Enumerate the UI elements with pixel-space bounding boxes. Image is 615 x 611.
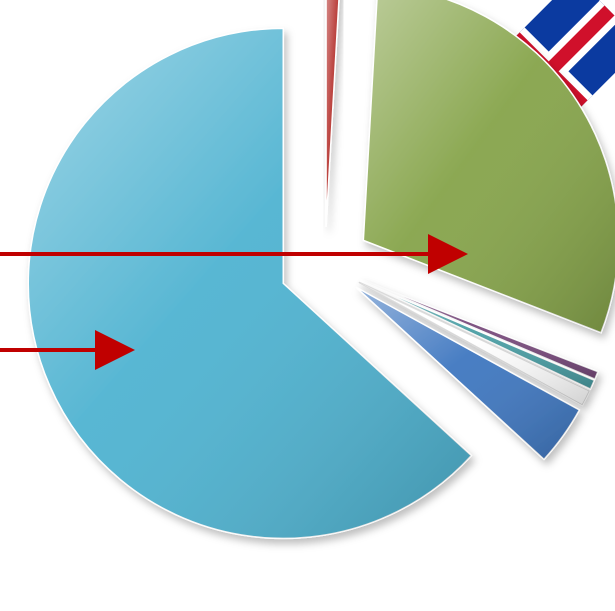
cyan-slice-gloss — [28, 28, 472, 539]
blue-slice — [355, 286, 581, 461]
green-slice-gloss — [363, 0, 615, 333]
annotation-arrows — [0, 234, 468, 370]
red-slice-gloss — [326, 0, 339, 228]
green-slice — [362, 0, 615, 334]
purple-slice — [359, 278, 599, 381]
white-slice-gloss — [358, 282, 590, 406]
cyan-slice — [27, 27, 473, 540]
teal-slice-gloss — [359, 280, 595, 390]
pie-slices — [27, 0, 615, 540]
purple-slice-gloss — [360, 279, 598, 380]
white-slice — [358, 281, 591, 407]
red-slice — [325, 0, 340, 228]
blue-slice-gloss — [355, 287, 580, 460]
teal-slice — [359, 279, 596, 391]
